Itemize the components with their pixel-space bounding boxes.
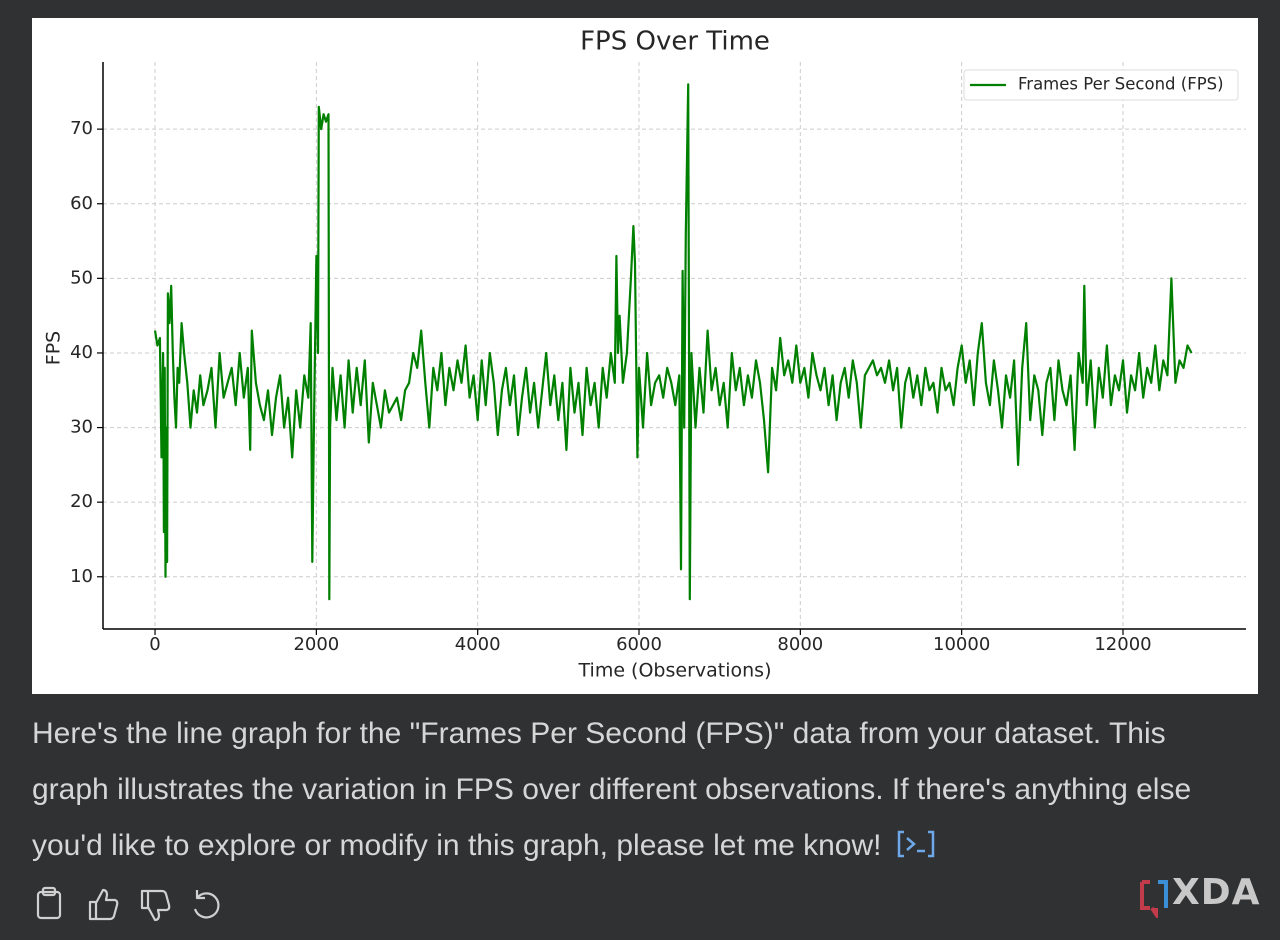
y-tick-label: 10 [70,566,93,587]
watermark: XDA [1172,872,1261,913]
y-tick-label: 30 [70,417,93,438]
chart-title: FPS Over Time [580,27,770,57]
x-tick-label: 10000 [933,634,990,655]
y-tick-label: 20 [70,491,93,512]
logo-mark [1140,880,1168,918]
copy-button[interactable] [36,886,62,920]
data-line [153,83,1193,601]
x-tick-label: 4000 [455,634,501,655]
code-icon[interactable] [896,829,936,859]
x-axis-label: Time (Observations) [578,660,772,682]
y-tick-label: 50 [70,267,93,288]
y-tick-label: 40 [70,342,93,363]
assistant-message: Here's the line graph for the "Frames Pe… [32,706,1247,874]
thumbs-up-button[interactable] [88,888,119,921]
x-tick-label: 12000 [1094,634,1151,655]
x-tick-label: 0 [149,634,160,655]
x-tick-label: 8000 [777,634,823,655]
chart: FPS Over Time Time (Observations) FPS 0 2… [32,18,1258,694]
legend-label: Frames Per Second (FPS) [1018,75,1224,94]
thumbs-down-button[interactable] [140,889,171,922]
x-tick-label: 6000 [616,634,662,655]
regenerate-button[interactable] [193,890,220,919]
x-tick-label: 2000 [293,634,339,655]
legend-box [963,69,1239,101]
y-axis-label: FPS [43,331,65,365]
y-tick-label: 70 [70,118,93,139]
action-bar [36,886,220,922]
y-tick-label: 60 [70,193,93,214]
message-text: Here's the line graph for the "Frames Pe… [32,717,1192,862]
